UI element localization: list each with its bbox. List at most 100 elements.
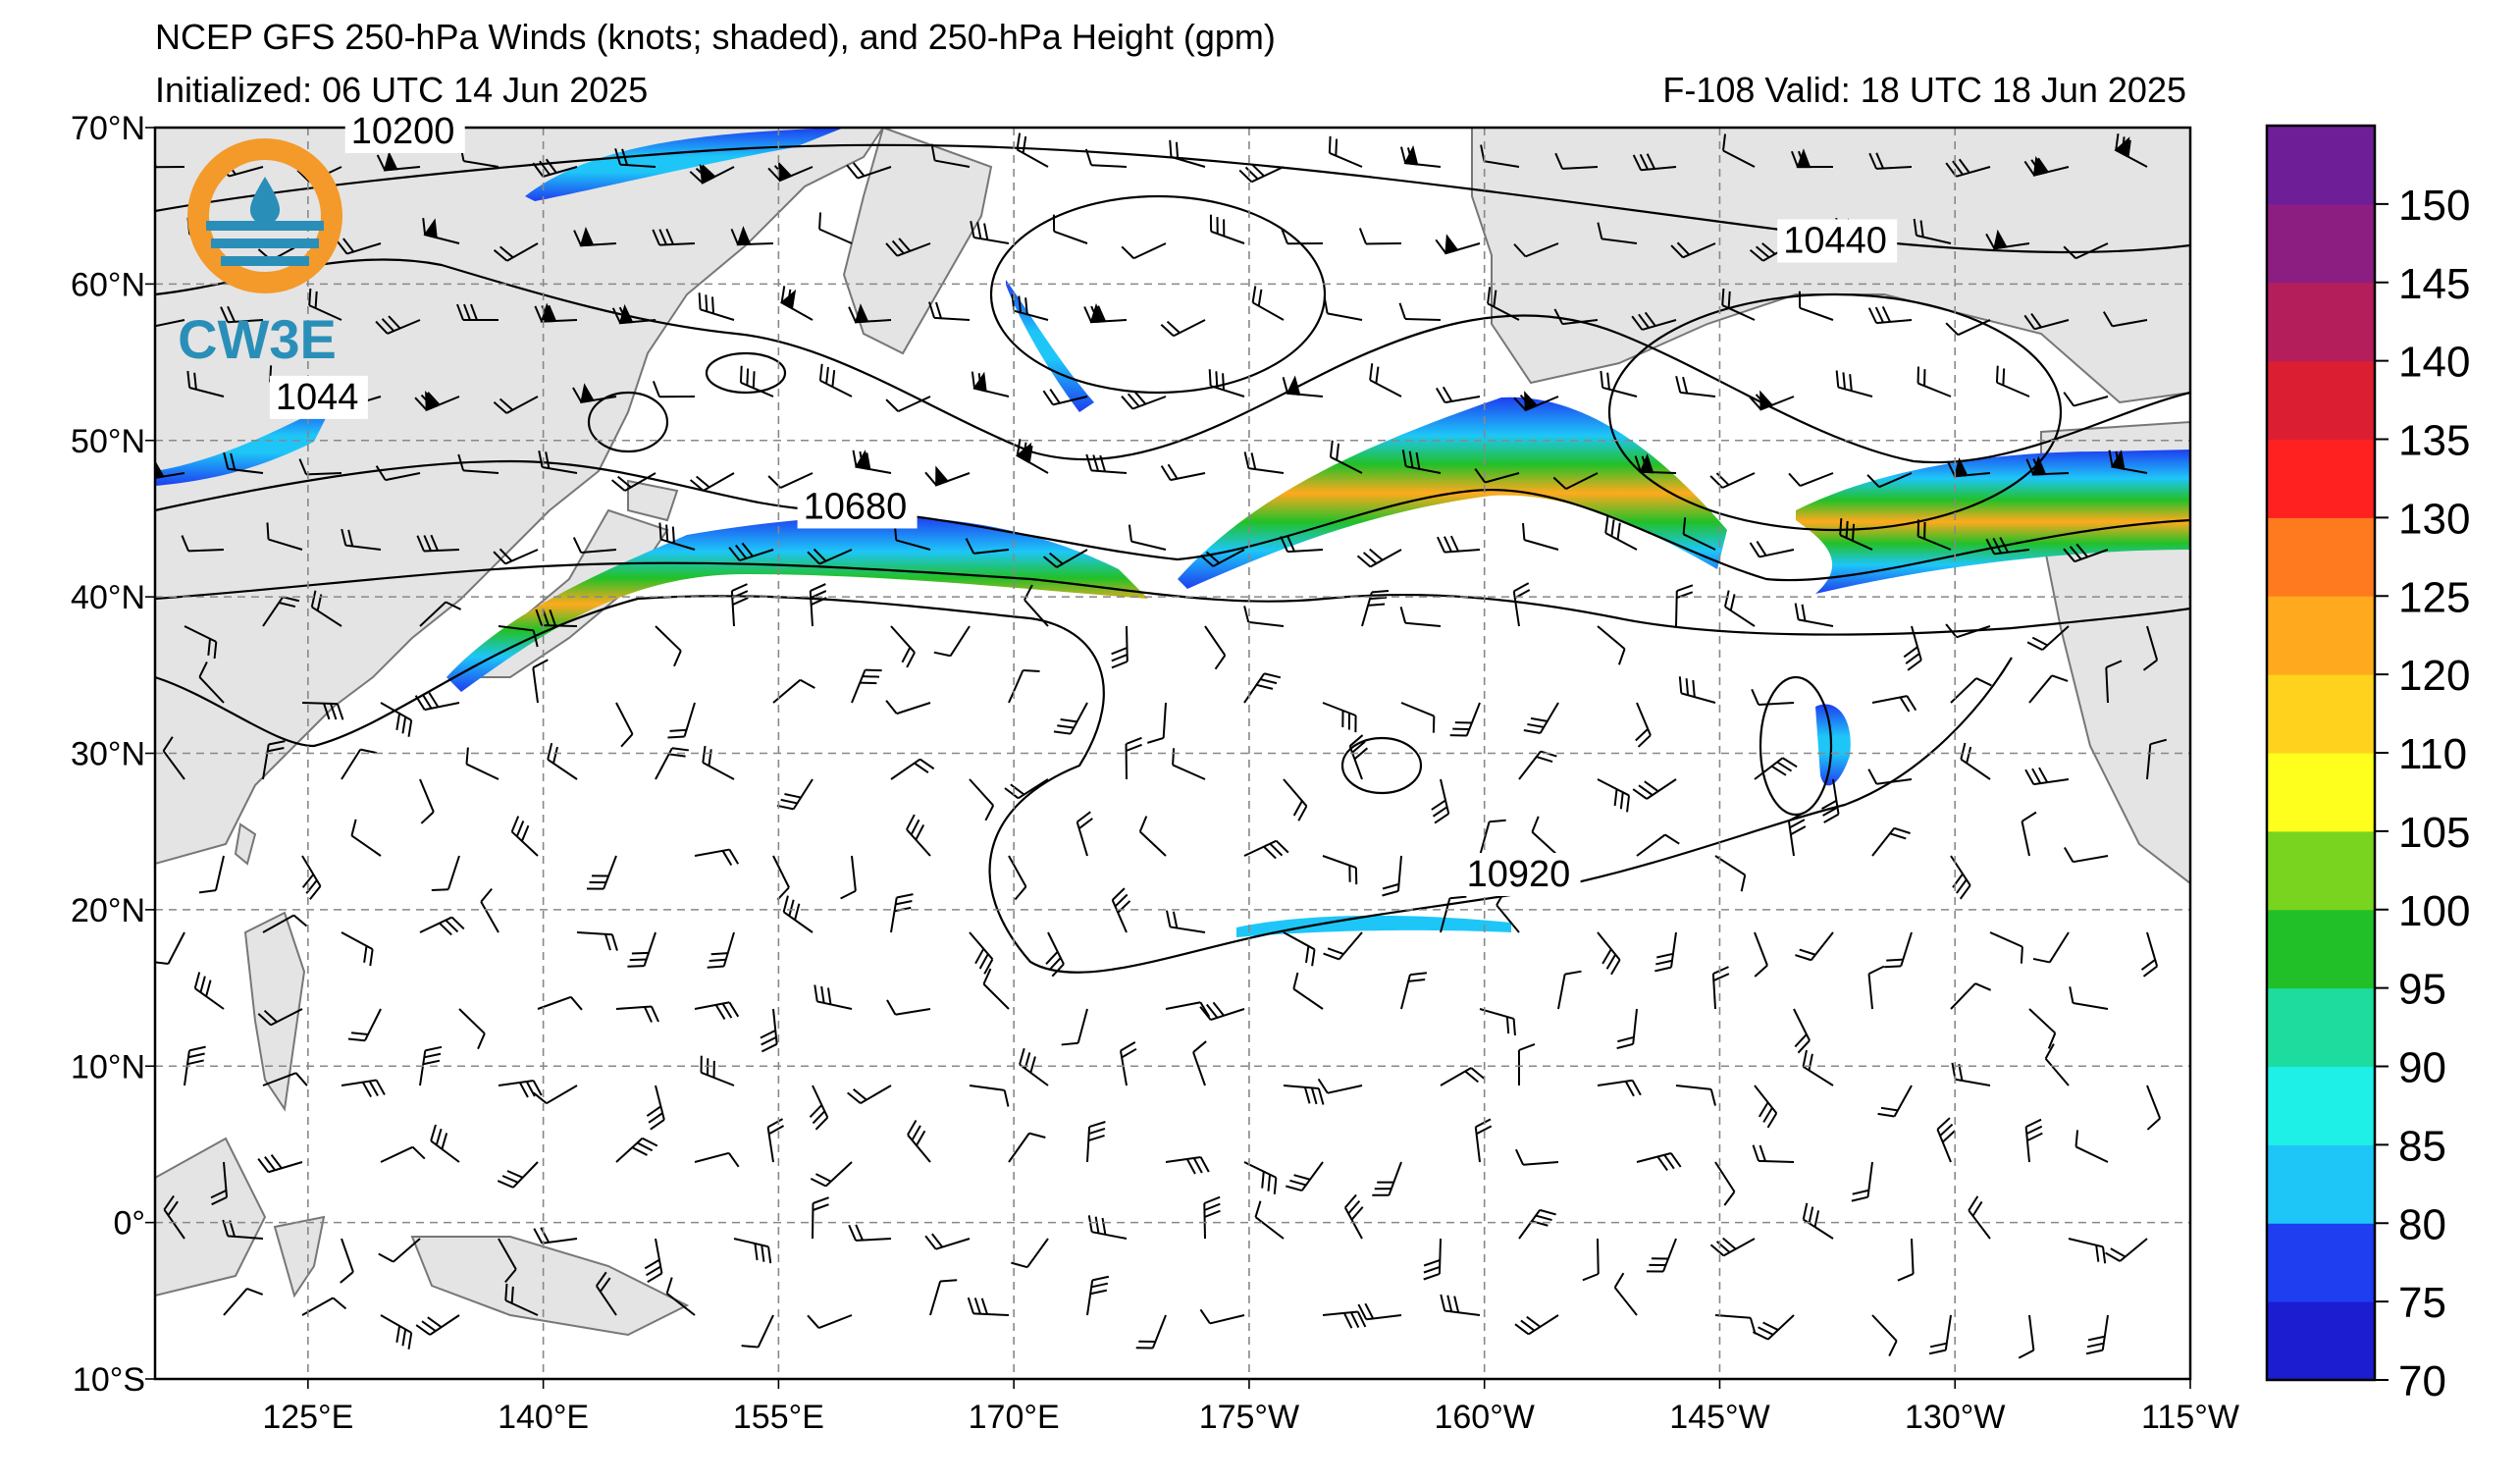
wind-barb [1597, 778, 1631, 813]
wind-barb [1946, 456, 1991, 478]
wind-barb [730, 226, 774, 246]
colorbar-segment [2267, 909, 2375, 989]
wind-barb [1323, 931, 1363, 961]
wind-barb [1851, 1161, 1873, 1202]
wind-barb [1357, 1302, 1402, 1321]
wind-barb [1283, 931, 1316, 967]
wind-barb [457, 453, 499, 474]
wind-barb [1052, 214, 1088, 244]
wind-barb [694, 1001, 740, 1020]
wind-barb [2068, 1238, 2107, 1264]
wind-barb [1243, 606, 1285, 627]
wind-barb [298, 458, 342, 476]
wind-barb [1752, 1314, 1795, 1341]
wind-barb [1531, 816, 1559, 857]
wind-barb [493, 242, 539, 262]
wind-barb [2104, 1238, 2148, 1262]
logo-ring [187, 138, 342, 293]
wind-barb [1199, 549, 1245, 567]
wind-barb [308, 289, 342, 321]
height-contours [155, 143, 2190, 974]
colorbar-segment [2267, 1301, 2375, 1381]
jet-streak-northwest [525, 128, 844, 201]
wind-barb [1936, 1117, 1956, 1163]
wind-barb [2023, 155, 2070, 177]
wind-barb [928, 301, 971, 321]
wind-barb [576, 931, 618, 951]
wind-barb [1203, 1195, 1221, 1240]
wind-barb [572, 383, 617, 404]
wind-barb [1400, 972, 1428, 1010]
colorbar-segment [2267, 596, 2375, 675]
wind-barb [378, 1238, 421, 1263]
wind-barb [1084, 148, 1128, 168]
wind-barb [1474, 1118, 1493, 1163]
height-contour-high-east [1759, 675, 1833, 817]
wind-barb [689, 163, 735, 185]
contour-label: 1044 [276, 377, 359, 418]
wind-barb [965, 538, 1010, 555]
wind-barb [818, 363, 853, 397]
wind-barb [1793, 1008, 1811, 1054]
water-drop-icon [249, 177, 281, 228]
wind-barb [262, 914, 308, 933]
wind-barb [1795, 931, 1834, 962]
wind-barb [627, 931, 656, 968]
wind-barb [430, 1124, 460, 1163]
colorbar-segment [2267, 1144, 2375, 1224]
lon-tick-label: 155°E [733, 1399, 824, 1436]
wind-barb [1111, 887, 1131, 933]
wind-barb [1871, 695, 1917, 713]
wind-barb [2085, 1314, 2109, 1355]
wind-barb [840, 855, 857, 900]
wind-barb [1867, 768, 1913, 785]
wind-barb [1794, 603, 1834, 627]
wind-barb [1165, 1001, 1211, 1018]
wind-barb [2146, 1085, 2162, 1131]
wind-barb [301, 855, 322, 900]
wind-barb [1399, 607, 1442, 627]
wind-barb [1437, 535, 1481, 554]
wind-barb [375, 465, 421, 482]
wind-barb [1121, 242, 1167, 260]
wind-barb [2064, 846, 2109, 864]
colorbar-label: 145 [2398, 260, 2470, 308]
wind-barb [2018, 1314, 2035, 1359]
wind-barb [497, 1161, 539, 1189]
wind-barb [1348, 734, 1369, 780]
wind-barb [1400, 702, 1436, 733]
colorbar: 70 75 80 85 90 95 100 105 110 120 125 130 135 140 145 1… [2265, 124, 2470, 1405]
wind-barb [1754, 757, 1798, 780]
wind-barb [1042, 549, 1088, 568]
wind-barb [2026, 625, 2070, 652]
wind-barb [1487, 287, 1520, 321]
wind-barb [772, 678, 815, 704]
height-contour-small-2 [587, 391, 669, 453]
wind-barb [1798, 291, 1834, 321]
height-contour-low-gulf [1607, 292, 2063, 532]
wind-barb [1423, 1238, 1442, 1281]
wind-barb [1995, 365, 2030, 397]
wind-barb [1372, 1161, 1402, 1196]
wind-barb [340, 1238, 354, 1284]
wind-barb [1513, 391, 1559, 412]
wind-barb [1752, 1144, 1795, 1163]
wind-barb [1714, 1161, 1736, 1206]
wind-barb [969, 778, 995, 821]
wind-barb [1192, 1040, 1207, 1086]
wind-barb [1515, 1148, 1559, 1166]
colorbar-label: 75 [2398, 1279, 2446, 1327]
wind-barb [1322, 702, 1357, 733]
wind-barb [2024, 767, 2070, 786]
wind-barb [1479, 819, 1506, 857]
wind-barb [1916, 366, 1952, 397]
wind-barb [2142, 625, 2159, 671]
lat-tick-label: 60°N [71, 266, 145, 303]
wind-barb [498, 1238, 517, 1284]
wind-barb [1254, 1200, 1285, 1240]
wind-barb [2063, 392, 2109, 407]
contour-label-bg [1777, 219, 1898, 263]
wind-barb [1111, 625, 1129, 669]
colorbar-label: 100 [2398, 887, 2470, 935]
wind-barb [1087, 1215, 1128, 1240]
